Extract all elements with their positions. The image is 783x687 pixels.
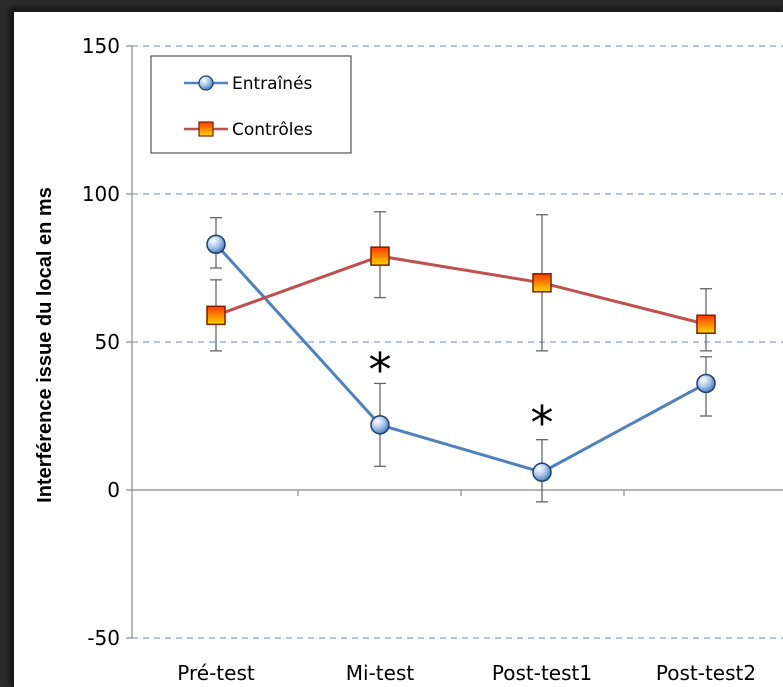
data-point xyxy=(696,373,716,394)
gridlines xyxy=(132,45,783,639)
data-point xyxy=(532,462,552,482)
significance-asterisk: * xyxy=(531,396,554,450)
series-markers xyxy=(206,234,716,482)
y-axis-label: Interférence issue du local en ms xyxy=(34,187,56,503)
data-point xyxy=(206,305,226,326)
y-tick-label: 0 xyxy=(107,478,120,502)
data-point xyxy=(696,314,716,334)
x-tick-label: Post-test1 xyxy=(492,661,592,685)
legend-marker-controles xyxy=(198,121,214,137)
series-lines xyxy=(214,243,707,474)
annotations: ** xyxy=(369,343,554,450)
legend-label-entraines: Entraînés xyxy=(232,74,313,94)
data-point xyxy=(370,246,390,266)
data-point xyxy=(206,234,226,255)
legend: Entraînés Contrôles xyxy=(150,55,352,154)
y-tick-label: 150 xyxy=(82,34,120,58)
axes: 150 100 50 0 -50 Pré-test Mi-test Post-test1 Pos… xyxy=(82,34,783,685)
data-point xyxy=(370,415,390,435)
series-line xyxy=(215,254,707,326)
legend-box xyxy=(150,55,352,154)
significance-asterisk: * xyxy=(369,343,392,397)
error-bars xyxy=(210,211,712,503)
y-tick-label: -50 xyxy=(87,626,120,650)
y-tick-label: 50 xyxy=(95,330,120,354)
data-point xyxy=(532,273,552,293)
legend-label-controles: Contrôles xyxy=(232,120,313,140)
x-tick-label: Post-test2 xyxy=(656,661,756,685)
x-tick-label: Pré-test xyxy=(177,661,255,685)
legend-marker-entraines xyxy=(198,75,214,91)
y-tick-label: 100 xyxy=(82,182,120,206)
chart-frame xyxy=(12,10,783,687)
x-tick-label: Mi-test xyxy=(346,661,415,685)
series-line xyxy=(214,243,707,474)
